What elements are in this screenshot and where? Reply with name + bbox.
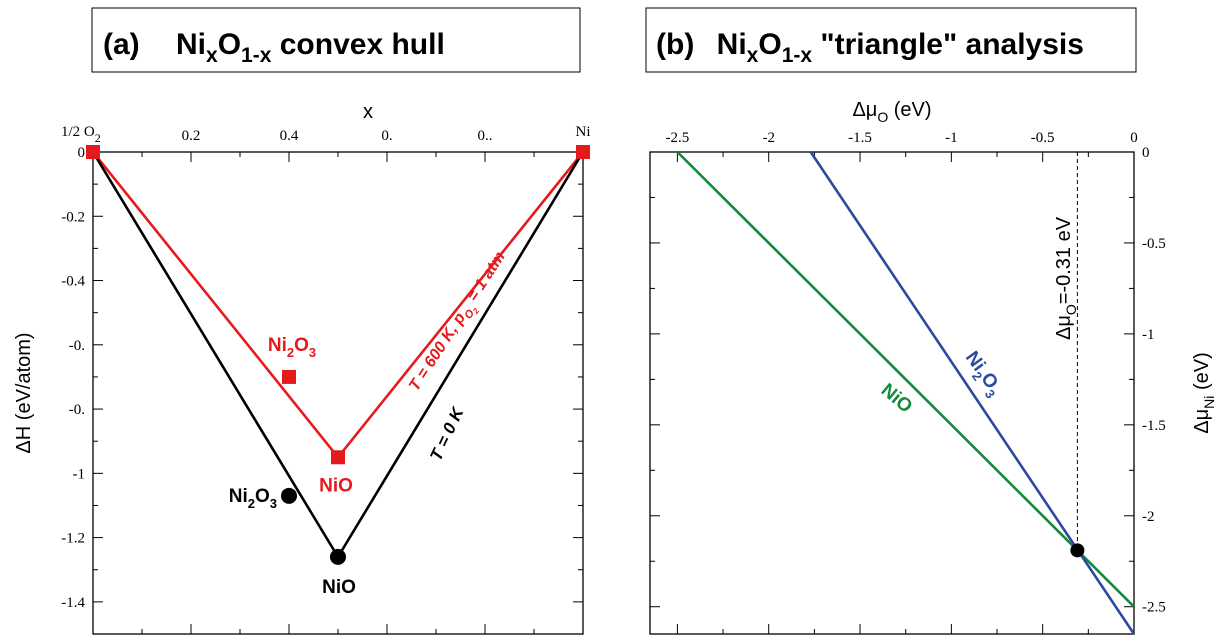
point-600K bbox=[282, 369, 296, 384]
panel-a-plot: 0.2 0.4 0. 0.. 0 -0.2 -0.4 -0. -0. -1 -1.2 -1.4 x ΔH … bbox=[13, 101, 591, 635]
x-axis-label: ΔμO (eV) bbox=[852, 99, 931, 125]
y-tick-label: -2.5 bbox=[1142, 600, 1166, 616]
y-axis-label: ΔH (eV/atom) bbox=[13, 332, 35, 453]
label-Ni2O3: Ni2O3 bbox=[958, 348, 1007, 402]
label-Ni2O3-0K: Ni2O3 bbox=[229, 486, 277, 511]
x-tick-label: -2 bbox=[762, 130, 775, 146]
panel-a-letter: (a) bbox=[103, 28, 140, 61]
x-tick-label: -1.5 bbox=[848, 130, 872, 146]
x-tick-label: -1 bbox=[945, 130, 958, 146]
svg-text:(a) NixO1-x convex hull: (a) NixO1-x convex hull bbox=[103, 28, 445, 67]
label-Ni2O3-600K: Ni2O3 bbox=[268, 335, 316, 360]
panel-a-title: (a) NixO1-x convex hull bbox=[91, 7, 581, 73]
y-tick-label: 0 bbox=[1142, 145, 1150, 161]
y-tick-label: -1.5 bbox=[1142, 418, 1166, 434]
label-NiO-600K: NiO bbox=[319, 475, 353, 496]
endpoint-marker bbox=[576, 145, 590, 159]
label-NiO-0K: NiO bbox=[322, 577, 356, 598]
y-tick-label: -1 bbox=[73, 466, 86, 482]
endpoint-marker bbox=[86, 145, 100, 159]
y-tick-label: -0. bbox=[69, 402, 85, 418]
panel-b-plot: -2.5 -2 -1.5 -1 -0.5 00 -0.5 -1 -1.5 -2 -2.5 ΔμO (e… bbox=[649, 99, 1217, 635]
end-label-left: 1/2 O2 bbox=[61, 124, 101, 145]
line-NiO bbox=[676, 152, 1134, 608]
point-0K bbox=[281, 487, 297, 504]
y-tick-label: -0. bbox=[69, 338, 85, 354]
y-tick-label: -1 bbox=[1142, 327, 1155, 343]
panel-b-letter: (b) bbox=[656, 28, 694, 61]
x-tick-label: 0. bbox=[381, 128, 392, 144]
x-tick-label: -0.5 bbox=[1031, 130, 1055, 146]
y-tick-label: -0.5 bbox=[1142, 236, 1166, 252]
y-axis-label: ΔμNi (eV) bbox=[1191, 352, 1217, 433]
line-Ni2O3 bbox=[809, 152, 1134, 634]
line-label-0K: T = 0 K bbox=[426, 403, 468, 464]
x-tick-label: 0.. bbox=[478, 128, 493, 144]
svg-text:(b) NixO1-x "triangle" a: (b) NixO1-x "triangle" analysis bbox=[656, 28, 1084, 67]
hull-line-600K bbox=[91, 151, 585, 460]
panel-b-title: (b) NixO1-x "triangle" analysis bbox=[645, 7, 1137, 73]
intersection-marker bbox=[1070, 543, 1085, 558]
y-tick-label: -2 bbox=[1142, 509, 1155, 525]
line-label-600K: T = 600 K, pO2 = 1 atm bbox=[406, 249, 514, 398]
end-label-right: Ni bbox=[576, 124, 591, 140]
y-tick-label: -0.2 bbox=[61, 209, 85, 225]
x-axis-label: x bbox=[363, 101, 373, 123]
x-tick-label: 0 bbox=[1130, 130, 1138, 146]
y-tick-label: -1.4 bbox=[61, 595, 85, 611]
y-tick-label: 0 bbox=[78, 145, 86, 161]
vline-label: ΔμO=-0.31 eV bbox=[1053, 216, 1079, 340]
point-0K bbox=[330, 548, 346, 565]
x-tick-label: 0.2 bbox=[182, 128, 201, 144]
y-tick-label: -1.2 bbox=[61, 531, 85, 547]
y-tick-label: -0.4 bbox=[61, 274, 85, 290]
point-600K bbox=[331, 450, 345, 465]
plot-frame bbox=[649, 151, 1135, 635]
x-tick-label: 0.4 bbox=[280, 128, 299, 144]
x-tick-label: -2.5 bbox=[666, 130, 690, 146]
